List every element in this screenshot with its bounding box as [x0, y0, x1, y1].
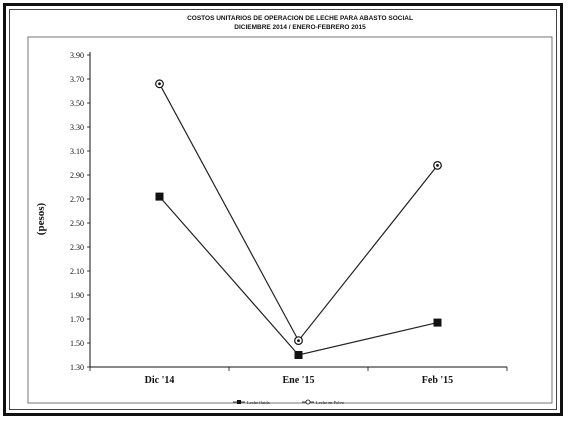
y-tick-labels: 1.30 1.50 1.70 1.90 2.10 2.30 2.50 2.70 2.90 3.10… — [70, 51, 84, 372]
x-category-label: Dic '14 — [145, 375, 175, 386]
x-category-label: Ene '15 — [283, 375, 315, 386]
series-markers — [155, 79, 442, 359]
chart-frame-inner — [9, 9, 557, 410]
y-tick-label: 3.90 — [70, 51, 84, 60]
data-point-square — [155, 192, 164, 201]
x-category-labels: Dic '14 Ene '15 Feb '15 — [145, 375, 454, 386]
series-line-1 — [158, 83, 438, 342]
y-tick-label: 3.10 — [70, 147, 84, 156]
series-line-0 — [159, 196, 438, 356]
y-tick-label: 3.70 — [70, 75, 84, 84]
chart-subtitle: DICIEMBRE 2014 / ENERO-FEBRERO 2015 — [234, 24, 366, 31]
data-point-circle — [433, 160, 442, 170]
data-point-circle-center — [297, 339, 300, 342]
y-tick-label: 1.30 — [70, 363, 84, 372]
y-tick-label: 3.50 — [70, 99, 84, 108]
data-point-circle — [294, 336, 303, 346]
chart-title: COSTOS UNITARIOS DE OPERACION DE LECHE P… — [187, 15, 413, 22]
legend-marker-series-1 — [305, 399, 311, 405]
legend-label-series-1: Leche en Polvo — [316, 400, 345, 405]
axes — [87, 52, 508, 371]
y-tick-label: 2.70 — [70, 195, 84, 204]
plot-area-border — [27, 36, 553, 404]
y-tick-label: 2.90 — [70, 171, 84, 180]
legend-label-series-0: Leche fluida — [247, 400, 270, 405]
data-point-circle-center — [436, 164, 439, 167]
series-lines — [158, 83, 438, 356]
x-category-label: Feb '15 — [422, 375, 453, 386]
legend: Leche fluida Leche en Polvo — [233, 399, 345, 405]
chart-frame — [3, 3, 563, 416]
y-tick-label: 3.30 — [70, 123, 84, 132]
legend-marker-series-0 — [237, 400, 241, 404]
data-point-circle-center — [158, 82, 161, 86]
data-point-square — [294, 351, 303, 359]
y-tick-label: 2.10 — [70, 267, 84, 276]
data-point-square — [433, 318, 442, 327]
y-tick-label: 1.70 — [70, 315, 84, 324]
data-point-circle — [155, 79, 164, 89]
y-tick-label: 2.30 — [70, 243, 84, 252]
y-tick-label: 2.50 — [70, 219, 84, 228]
y-tick-label: 1.50 — [70, 339, 84, 348]
y-tick-label: 1.90 — [70, 291, 84, 300]
y-axis-label: (pesos) — [35, 202, 47, 235]
